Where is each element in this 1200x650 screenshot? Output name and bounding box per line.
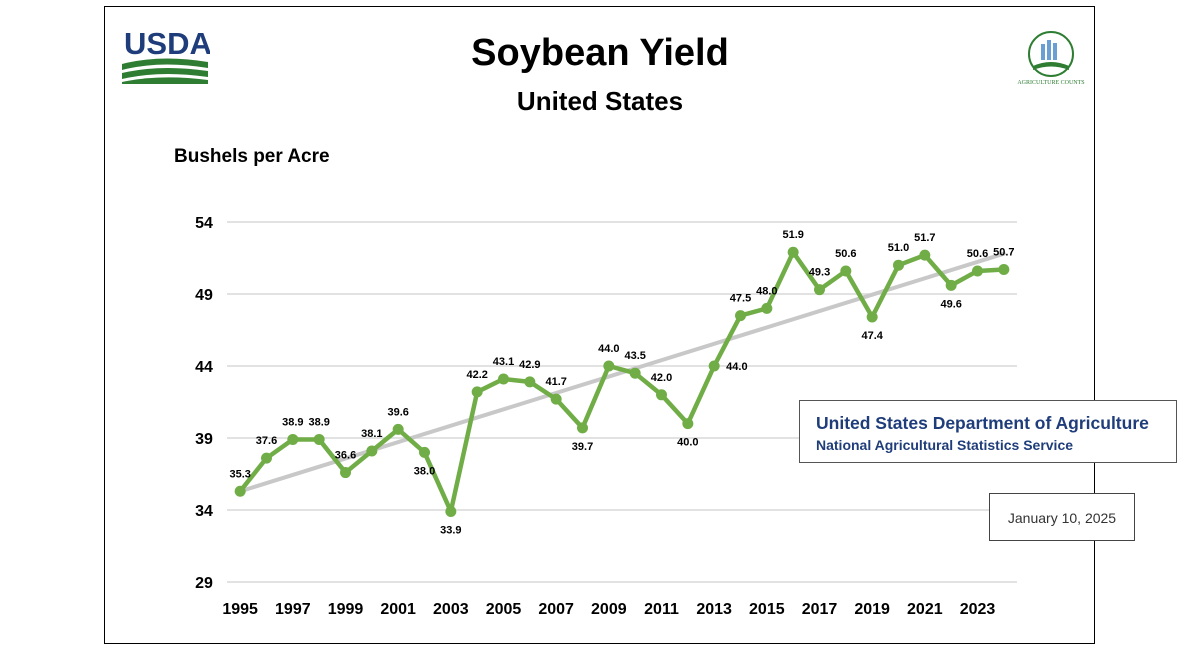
usda-logo-text: USDA xyxy=(124,26,210,61)
agriculture-counts-logo: AGRICULTURE COUNTS xyxy=(1017,31,1085,86)
x-tick-label: 2013 xyxy=(696,601,732,618)
chart-subtitle: United States xyxy=(516,86,684,116)
data-label: 35.3 xyxy=(229,468,250,480)
data-point xyxy=(550,393,562,405)
data-point xyxy=(287,433,299,445)
data-point xyxy=(498,373,509,385)
data-label: 44.0 xyxy=(726,361,747,373)
y-tick-label: 54 xyxy=(195,215,213,232)
data-point xyxy=(972,265,983,277)
data-point xyxy=(313,433,325,445)
data-label: 38.1 xyxy=(361,428,382,440)
data-label: 49.6 xyxy=(940,298,961,310)
data-label: 42.2 xyxy=(466,369,487,381)
data-point xyxy=(603,360,615,372)
y-tick-label: 34 xyxy=(195,503,213,520)
data-label: 42.0 xyxy=(651,372,672,384)
data-label: 33.9 xyxy=(440,524,461,536)
data-point xyxy=(945,279,957,291)
data-point xyxy=(787,246,799,258)
agency-name: United States Department of Agriculture xyxy=(816,413,1149,433)
x-tick-label: 1995 xyxy=(222,601,258,618)
agency-service: National Agricultural Statistics Service xyxy=(816,437,1074,453)
data-point xyxy=(708,360,720,372)
data-point xyxy=(656,389,667,401)
data-point xyxy=(234,485,246,497)
ag-counts-logo-text: AGRICULTURE COUNTS xyxy=(1017,80,1084,86)
data-label: 47.4 xyxy=(861,330,883,342)
x-tick-label: 2007 xyxy=(538,601,574,618)
usda-logo: USDA xyxy=(122,26,210,84)
data-label: 43.5 xyxy=(624,350,645,362)
data-label: 50.6 xyxy=(967,248,988,260)
data-label: 38.9 xyxy=(308,416,329,428)
data-label: 42.9 xyxy=(519,359,540,371)
x-tick-label: 2019 xyxy=(854,601,890,618)
data-label: 36.6 xyxy=(335,450,356,462)
data-point xyxy=(998,264,1010,276)
x-tick-label: 2011 xyxy=(644,601,679,618)
x-tick-label: 2023 xyxy=(960,601,996,618)
data-label: 51.0 xyxy=(888,242,909,254)
data-label: 39.6 xyxy=(387,406,408,418)
x-tick-label: 2015 xyxy=(749,601,785,618)
data-label: 51.9 xyxy=(782,229,803,241)
data-point xyxy=(682,418,694,430)
y-axis-label: Bushels per Acre xyxy=(174,146,330,167)
y-tick-label: 29 xyxy=(195,575,213,592)
data-label: 38.0 xyxy=(414,465,435,477)
data-point xyxy=(524,376,536,388)
data-point xyxy=(471,386,483,398)
x-tick-label: 2009 xyxy=(591,601,627,618)
data-label: 48.0 xyxy=(756,285,777,297)
data-point xyxy=(577,422,588,434)
y-tick-label: 44 xyxy=(195,359,213,376)
x-tick-label: 2021 xyxy=(907,601,943,618)
data-point xyxy=(840,265,852,277)
data-point xyxy=(340,467,351,479)
x-tick-label: 2001 xyxy=(380,601,416,618)
data-label: 41.7 xyxy=(545,376,566,388)
data-point xyxy=(419,446,430,458)
data-label: 51.7 xyxy=(914,232,935,244)
data-label: 40.0 xyxy=(677,437,698,449)
data-point xyxy=(261,452,272,464)
data-label: 49.3 xyxy=(809,267,830,279)
data-point xyxy=(629,367,641,379)
data-point xyxy=(735,310,746,322)
data-point xyxy=(893,259,904,271)
x-tick-label: 2003 xyxy=(433,601,469,618)
data-point xyxy=(814,284,825,296)
agency-box: United States Department of Agriculture … xyxy=(799,400,1177,463)
data-label: 43.1 xyxy=(493,356,514,368)
x-tick-label: 1999 xyxy=(328,601,364,618)
data-point xyxy=(392,423,404,435)
data-point xyxy=(866,311,878,323)
x-tick-label: 2005 xyxy=(486,601,522,618)
slide-frame xyxy=(104,6,1095,644)
x-tick-label: 2017 xyxy=(802,601,838,618)
series-line xyxy=(238,249,1004,514)
data-label: 38.9 xyxy=(282,416,303,428)
chart-title: Soybean Yield xyxy=(471,32,729,74)
data-label: 50.6 xyxy=(835,248,856,260)
data-label: 39.7 xyxy=(572,441,593,453)
data-label: 44.0 xyxy=(598,343,619,355)
data-point xyxy=(366,445,378,457)
release-date: January 10, 2025 xyxy=(989,493,1135,541)
data-point xyxy=(761,302,773,314)
data-point xyxy=(919,249,931,261)
data-label: 37.6 xyxy=(256,435,277,447)
y-tick-label: 39 xyxy=(195,431,213,448)
x-tick-label: 1997 xyxy=(275,601,311,618)
y-tick-label: 49 xyxy=(195,287,213,304)
data-point xyxy=(445,505,457,517)
data-label: 47.5 xyxy=(730,293,751,305)
data-label: 50.7 xyxy=(993,247,1014,259)
